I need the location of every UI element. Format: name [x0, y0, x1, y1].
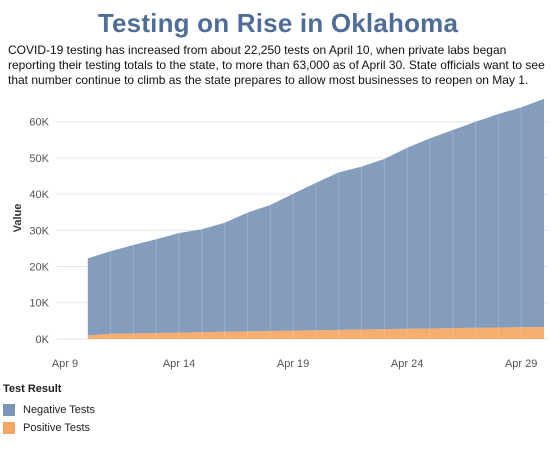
area-negative-tests[interactable]: [87, 98, 545, 336]
legend: Test Result Negative Tests Positive Test…: [3, 383, 95, 437]
x-tick-label: Apr 14: [163, 358, 195, 370]
chart-areas: [87, 98, 545, 339]
y-tick-label: 50K: [29, 153, 49, 165]
legend-item-positive[interactable]: Positive Tests: [3, 419, 95, 437]
x-tick-label: Apr 19: [277, 358, 309, 370]
x-tick-label: Apr 24: [391, 358, 423, 370]
chart-title: Testing on Rise in Oklahoma: [97, 8, 459, 38]
legend-label-positive: Positive Tests: [23, 422, 91, 434]
y-axis-label: Value: [12, 204, 24, 233]
area-positive-tests[interactable]: [87, 327, 545, 339]
x-tick-label: Apr 9: [52, 358, 78, 370]
chart-subtitle: COVID-19 testing has increased from abou…: [8, 43, 545, 87]
y-tick-label: 60K: [29, 117, 49, 129]
y-tick-label: 10K: [29, 298, 49, 310]
legend-item-negative[interactable]: Negative Tests: [3, 401, 95, 419]
legend-title: Test Result: [3, 383, 62, 395]
x-axis-ticks: Apr 9 Apr 14 Apr 19 Apr 24 Apr 29: [52, 358, 538, 370]
legend-label-negative: Negative Tests: [23, 404, 95, 416]
data-point-lines: [110, 107, 522, 339]
y-tick-label: 20K: [29, 262, 49, 274]
x-tick-label: Apr 29: [505, 358, 537, 370]
y-tick-label: 30K: [29, 225, 49, 237]
legend-swatch-positive: [3, 422, 15, 434]
y-tick-label: 40K: [29, 189, 49, 201]
y-tick-label: 0K: [36, 334, 50, 346]
y-axis-ticks: 0K 10K 20K 30K 40K 50K 60K: [29, 117, 49, 346]
legend-swatch-negative: [3, 404, 15, 416]
